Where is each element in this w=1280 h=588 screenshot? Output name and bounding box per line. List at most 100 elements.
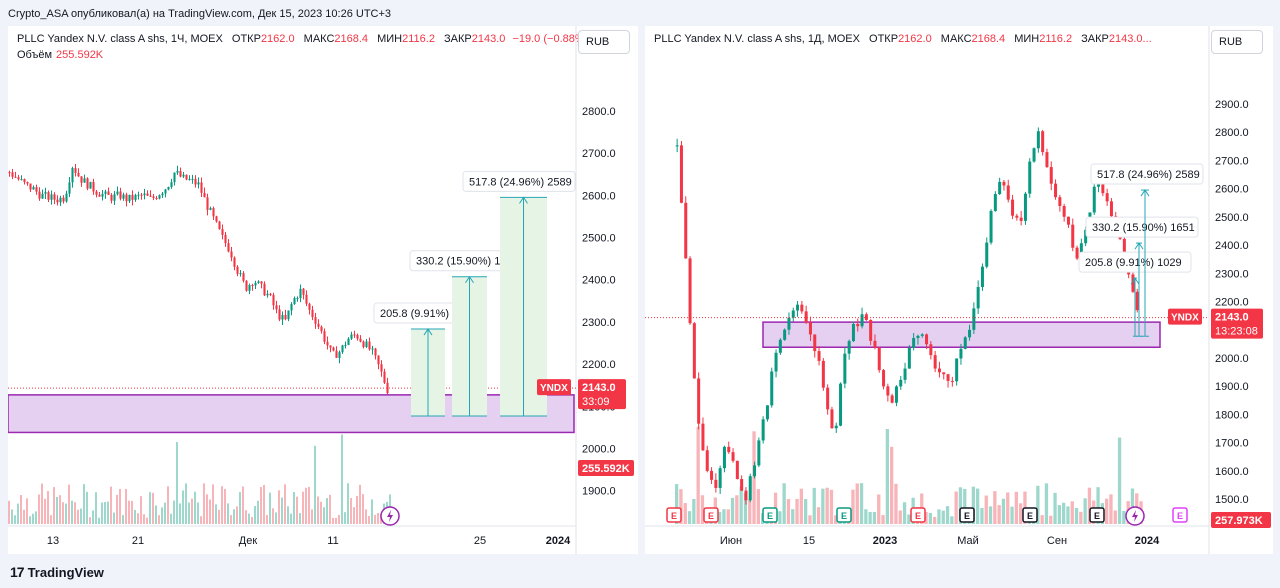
- candle-body: [41, 193, 44, 199]
- volume-bar: [260, 486, 262, 524]
- last-price-badge: [578, 379, 626, 410]
- ticker-badge: [537, 379, 571, 396]
- volume-bar: [683, 503, 687, 524]
- hourly-chart-canvas[interactable]: 2800.0 2700.0 2600.0 2500.0 2400.0 2300.0 2200…: [8, 26, 638, 554]
- volume-bar: [726, 509, 730, 524]
- earnings-marker[interactable]: [1089, 507, 1105, 523]
- volume-bar: [825, 487, 829, 524]
- symbol-legend: PLLC Yandex N.V. class A shs, 1Ч, MOEX О…: [17, 33, 588, 45]
- volume-bar: [272, 508, 274, 524]
- currency-button[interactable]: RUB: [1211, 30, 1263, 54]
- candle-body: [29, 183, 32, 190]
- volume-bar: [877, 494, 881, 524]
- candle-body: [179, 171, 182, 177]
- candle-body: [963, 337, 967, 349]
- earnings-marker-label: E: [1094, 511, 1100, 521]
- candle-body: [113, 194, 116, 201]
- volume-bar: [185, 483, 187, 524]
- volume-bar: [356, 495, 358, 524]
- volume-bar: [122, 515, 124, 524]
- volume-bar: [928, 512, 932, 524]
- candle-body: [1045, 152, 1049, 168]
- candle-body: [308, 303, 311, 310]
- candle-body: [20, 179, 23, 181]
- earnings-marker[interactable]: [1172, 507, 1188, 523]
- volume-bar: [170, 513, 172, 524]
- volume-bar: [155, 505, 157, 524]
- volume-bar: [898, 510, 902, 524]
- candle-body: [753, 465, 757, 477]
- ticker-badge-label: YNDX: [540, 383, 568, 394]
- candle-body: [362, 341, 365, 347]
- volume-bar: [101, 502, 103, 524]
- volume-bar: [68, 484, 70, 524]
- volume-bar: [128, 500, 130, 524]
- support-zone-rectangle[interactable]: [8, 394, 575, 434]
- candle-body: [26, 181, 29, 184]
- candle-body: [236, 266, 239, 274]
- candle-body: [110, 194, 113, 201]
- volume-bar: [804, 499, 808, 524]
- volume-bar: [44, 498, 46, 524]
- currency-button[interactable]: RUB: [578, 30, 630, 54]
- earnings-marker[interactable]: [666, 507, 682, 523]
- close-label: ЗАКР: [444, 33, 472, 45]
- candle-body: [35, 187, 38, 192]
- candle-body: [59, 197, 62, 203]
- chart-panel-daily[interactable]: 2900.0 2800.0 2700.0 2600.0 2500.0 2400.0 2300…: [645, 26, 1273, 554]
- candle-body: [146, 193, 149, 196]
- candle-body: [386, 382, 389, 394]
- candle-body: [155, 197, 158, 199]
- earnings-marker-label: E: [708, 511, 714, 521]
- volume-bar: [203, 483, 205, 524]
- volume-bar: [1130, 488, 1135, 524]
- candle-body: [341, 345, 344, 353]
- candle-body: [959, 348, 963, 359]
- brand-name: TradingView: [27, 564, 104, 580]
- volume-bar: [92, 510, 94, 524]
- chart-panel-hourly[interactable]: 2800.0 2700.0 2600.0 2500.0 2400.0 2300.0 2200…: [8, 26, 638, 554]
- candle-body: [761, 419, 765, 441]
- price-tick-label: 1800.0: [1215, 409, 1249, 421]
- candle-body: [272, 295, 275, 306]
- daily-chart-canvas[interactable]: 2900.0 2800.0 2700.0 2600.0 2500.0 2400.0 2300…: [645, 26, 1273, 554]
- support-zone-rectangle[interactable]: [762, 321, 1161, 348]
- candle-body: [1036, 131, 1040, 149]
- candle-body: [122, 194, 125, 199]
- candle-body: [17, 177, 20, 180]
- candle-body: [95, 191, 98, 195]
- candle-body: [821, 360, 825, 388]
- candle-body: [89, 181, 92, 189]
- volume-bar: [743, 493, 748, 524]
- earnings-marker[interactable]: [959, 507, 975, 523]
- candle-body: [1135, 291, 1139, 311]
- volume-bar: [257, 500, 259, 524]
- volume-bar: [116, 494, 118, 524]
- volume-bar: [1066, 506, 1070, 524]
- volume-bar: [182, 490, 184, 524]
- volume-badge-value: 255.592K: [582, 463, 630, 475]
- volume-bar: [131, 500, 133, 524]
- candle-body: [757, 440, 761, 466]
- volume-bar: [173, 500, 175, 524]
- earnings-marker[interactable]: [836, 507, 852, 523]
- earnings-marker[interactable]: [703, 507, 719, 523]
- volume-bar: [233, 509, 235, 524]
- volume-bar: [362, 494, 364, 524]
- candle-body: [718, 468, 722, 488]
- measure-label: 517.8 (24.96%) 2589: [469, 176, 572, 188]
- candle-body: [323, 331, 326, 342]
- volume-bar: [1010, 506, 1014, 524]
- earnings-marker[interactable]: [910, 507, 926, 523]
- earnings-marker[interactable]: [1022, 507, 1038, 523]
- volume-bar: [1053, 492, 1057, 524]
- earnings-marker[interactable]: [762, 507, 778, 523]
- volume-bar: [137, 513, 139, 524]
- volume-bar: [1019, 503, 1023, 524]
- candle-body: [56, 199, 59, 203]
- measure-label-box: [1078, 251, 1192, 273]
- time-tick-label: 11: [327, 535, 338, 547]
- volume-bar: [687, 511, 692, 524]
- candle-body: [197, 182, 200, 185]
- measure-label-box: [462, 170, 576, 192]
